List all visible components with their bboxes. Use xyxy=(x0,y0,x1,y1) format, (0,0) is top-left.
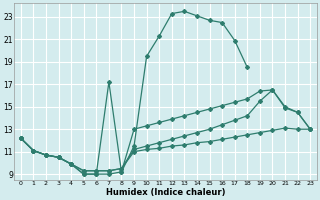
X-axis label: Humidex (Indice chaleur): Humidex (Indice chaleur) xyxy=(106,188,225,197)
